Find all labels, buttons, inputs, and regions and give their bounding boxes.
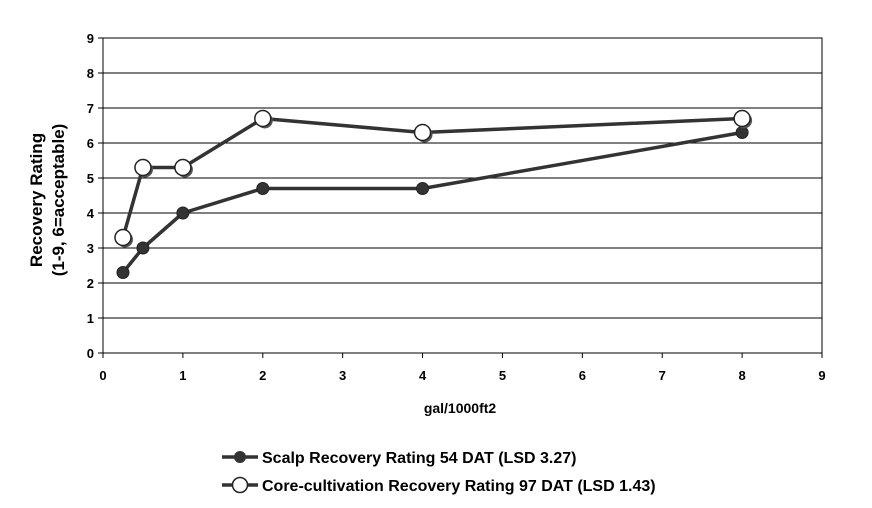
y-tick-label: 2 [87, 276, 94, 291]
y-axis-title-main: Recovery Rating [27, 133, 46, 267]
y-tick-label: 4 [87, 206, 95, 221]
x-tick-label: 7 [659, 368, 666, 383]
y-tick-label: 1 [87, 311, 94, 326]
legend: Scalp Recovery Rating 54 DAT (LSD 3.27) C… [222, 450, 656, 495]
y-axis-title-sub: (1-9, 6=acceptable) [49, 124, 68, 277]
x-tick-labels: 0 1 2 3 4 5 6 7 8 9 [99, 368, 825, 383]
data-point-filled [116, 266, 130, 279]
y-axis-title: Recovery Rating (1-9, 6=acceptable) [27, 124, 68, 277]
data-point-filled [256, 182, 270, 195]
x-tick-label: 9 [818, 368, 825, 383]
series-group [114, 109, 753, 279]
legend-marker-open [231, 476, 249, 494]
axes [98, 37, 823, 358]
x-tick-label: 0 [99, 368, 106, 383]
plot-border [102, 37, 823, 354]
y-tick-label: 8 [87, 66, 94, 81]
y-tick-label: 3 [87, 241, 94, 256]
y-tick-label: 7 [87, 101, 94, 116]
y-tick-label: 9 [87, 31, 94, 46]
legend-label-1: Scalp Recovery Rating 54 DAT (LSD 3.27) [262, 450, 576, 467]
data-point-open [134, 158, 152, 177]
x-tick-label: 4 [419, 368, 427, 383]
data-point-filled [735, 126, 749, 139]
x-tick-label: 1 [179, 368, 186, 383]
legend-label-2: Core-cultivation Recovery Rating 97 DAT … [262, 478, 656, 495]
data-point-filled [416, 182, 430, 195]
legend-marker-filled [234, 451, 246, 463]
plot-area [103, 38, 822, 353]
x-tick-label: 3 [339, 368, 346, 383]
x-tick-label: 6 [579, 368, 586, 383]
y-tick-labels: 0 1 2 3 4 5 6 7 8 9 [87, 31, 95, 361]
data-point-open [114, 228, 132, 247]
y-tick-label: 6 [87, 136, 94, 151]
y-tick-label: 5 [87, 171, 94, 186]
data-point-open [413, 123, 432, 142]
data-point-filled [136, 241, 150, 255]
y-tick-label: 0 [87, 346, 94, 361]
x-axis-title: gal/1000ft2 [424, 400, 497, 416]
x-tick-label: 8 [738, 368, 745, 383]
x-tick-label: 2 [259, 368, 266, 383]
data-point-filled [176, 206, 190, 220]
x-tick-label: 5 [499, 368, 506, 383]
data-point-open [733, 109, 751, 128]
data-point-open [174, 158, 192, 177]
data-point-open [254, 109, 272, 128]
series-line-2 [121, 116, 743, 238]
